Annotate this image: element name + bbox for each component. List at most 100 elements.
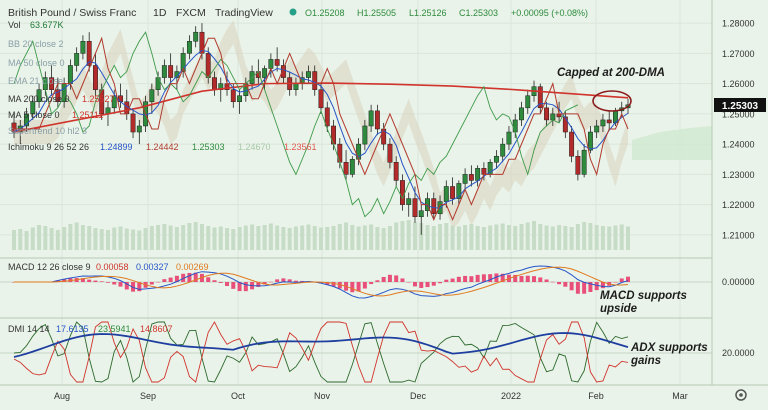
candle-body [318, 89, 324, 109]
volume-bar [268, 223, 273, 250]
macd-hist-bar [619, 278, 624, 282]
candle-body [36, 89, 42, 103]
legend-ma5-value: 1.25111 [72, 110, 103, 120]
macd-hist-bar [438, 282, 443, 284]
macd-hist-bar [563, 282, 568, 287]
macd-hist-bar [431, 282, 436, 286]
candle-body [30, 101, 36, 115]
macd-hist-bar [475, 274, 480, 282]
macd-hist-bar [550, 281, 555, 283]
macd-hist-bar [287, 279, 292, 282]
volume-bar [594, 225, 599, 250]
macd-hist-bar [350, 282, 355, 293]
volume-bar [30, 227, 35, 250]
indicator-lines [13, 31, 629, 222]
volume-bar [206, 226, 211, 250]
candle-body [337, 143, 343, 163]
volume-bar [262, 225, 267, 250]
candle-body [161, 65, 167, 78]
volume-bar [275, 225, 280, 250]
candle-body [149, 89, 155, 103]
legend-st-label: Supertrend 10 hl2 3 [8, 126, 87, 136]
volume-bar [168, 225, 173, 250]
macd-hist-bar [237, 282, 242, 292]
macd-hist-bar [256, 282, 261, 287]
macd-hist-bar [613, 282, 618, 283]
macd-hist-bar [262, 282, 267, 285]
volume-bar [80, 225, 85, 250]
volume-bar [199, 224, 204, 250]
volume-bar [225, 228, 230, 250]
macd-hist-bar [174, 275, 179, 282]
volume-bar [306, 224, 311, 250]
volume-bar [231, 229, 236, 250]
volume-bar [124, 228, 129, 250]
volume-bar [613, 225, 618, 250]
candle-body [537, 86, 543, 109]
volume-bar [24, 231, 29, 250]
ohlc-close: C1.25303 [459, 8, 498, 18]
macd-hist-bar [275, 279, 280, 282]
legend-ichi-value: 1.23561 [284, 142, 317, 152]
candle-body [168, 65, 174, 78]
volume-bar [149, 226, 154, 250]
macd-hist-bar [500, 273, 505, 282]
macd-hist-bar [55, 280, 60, 282]
candle-body [606, 119, 612, 124]
time-tick-label: Nov [314, 391, 331, 401]
legend-ichi-value: 1.24899 [100, 142, 133, 152]
volume-bar [300, 225, 305, 250]
candle-body [512, 119, 518, 133]
chikou-line [13, 31, 579, 218]
macd-hist-bar [187, 272, 192, 282]
volume-bar [400, 221, 405, 250]
volume-bar [412, 222, 417, 250]
macd-legend-value: 0.00269 [176, 262, 209, 272]
candle-body [587, 131, 593, 151]
macd-hist-bar [212, 280, 217, 282]
candle-body [349, 159, 355, 175]
volume-bar [55, 230, 60, 250]
volume-bar [375, 227, 380, 250]
candle-body [268, 59, 274, 69]
volume-bar [444, 223, 449, 250]
macd-hist-bar [569, 282, 574, 291]
macd-hist-bar [419, 282, 424, 288]
macd-hist-bar [488, 274, 493, 282]
volume-bar [325, 227, 330, 250]
macd-legend-label: MACD 12 26 close 9 [8, 262, 91, 272]
macd-hist-bar [582, 282, 587, 294]
macd-hist-bar [131, 282, 136, 292]
volume-bar [62, 227, 67, 250]
volume-bar [406, 220, 411, 250]
volume-bar [112, 227, 117, 250]
volume-bar [344, 222, 349, 250]
candle-body [230, 89, 236, 103]
macd-hist-bar [93, 280, 98, 282]
price-tick-label: 1.28000 [722, 19, 755, 29]
macd-hist-bar [112, 282, 117, 285]
candle-body [456, 183, 462, 199]
cloud-future [632, 126, 712, 160]
volume-bar [626, 226, 630, 250]
volume-bar [519, 224, 524, 250]
candle-body [450, 186, 456, 199]
volume-bar [287, 228, 292, 250]
macd-hist-bar [588, 282, 593, 292]
indicator-legend[interactable]: Vol 63.677K BB 20 close 2 MA 50 close 0 EMA … [8, 20, 317, 334]
macd-hist-bar [444, 279, 449, 282]
macd-hist-bar [193, 272, 198, 282]
price-tick-label: 1.25000 [722, 109, 755, 119]
ma5-line [13, 49, 629, 209]
volume-bar [513, 226, 518, 250]
candle-body [306, 71, 311, 78]
gear-icon[interactable] [735, 389, 747, 401]
volume-bar [93, 228, 98, 250]
volume-bar [87, 226, 92, 250]
time-tick-label: 2022 [501, 391, 521, 401]
candle-body [600, 119, 606, 127]
interval[interactable]: 1D [153, 7, 167, 19]
volume-bar [218, 226, 223, 250]
kijun-line [14, 36, 629, 222]
